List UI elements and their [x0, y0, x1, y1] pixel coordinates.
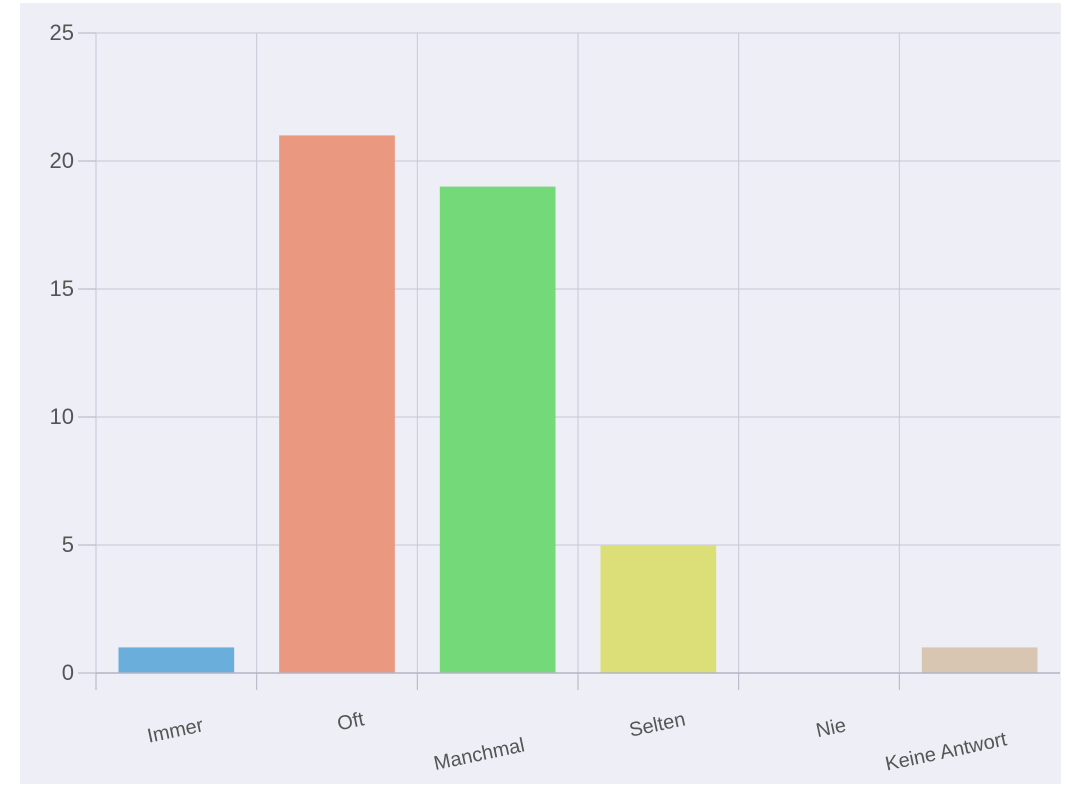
y-tick-label: 15: [50, 276, 74, 301]
y-tick-label: 20: [50, 148, 74, 173]
x-category-label: Immer: [145, 714, 205, 747]
y-tick-label: 5: [62, 532, 74, 557]
bar-manchmal: [439, 186, 556, 673]
x-category-label: Manchmal: [432, 734, 527, 775]
bar-oft: [279, 135, 395, 673]
bar-immer: [118, 647, 235, 673]
y-tick-label: 25: [50, 20, 74, 45]
y-tick-label: 0: [62, 660, 74, 685]
grid-lines: [78, 32, 1060, 673]
x-category-label: Selten: [627, 708, 687, 741]
x-category-label: Oft: [335, 708, 366, 735]
x-category-label: Nie: [814, 714, 848, 742]
x-category-label: Keine Antwort: [883, 728, 1009, 775]
bars: [118, 135, 1038, 673]
bar-keine-antwort: [921, 647, 1038, 673]
bar-selten: [600, 545, 717, 673]
y-tick-label: 10: [50, 404, 74, 429]
y-axis-ticks: 0 5 10 15 20 25: [50, 20, 96, 685]
x-axis-ticks: Immer Oft Manchmal Selten Nie Keine Antwort: [95, 673, 1009, 776]
